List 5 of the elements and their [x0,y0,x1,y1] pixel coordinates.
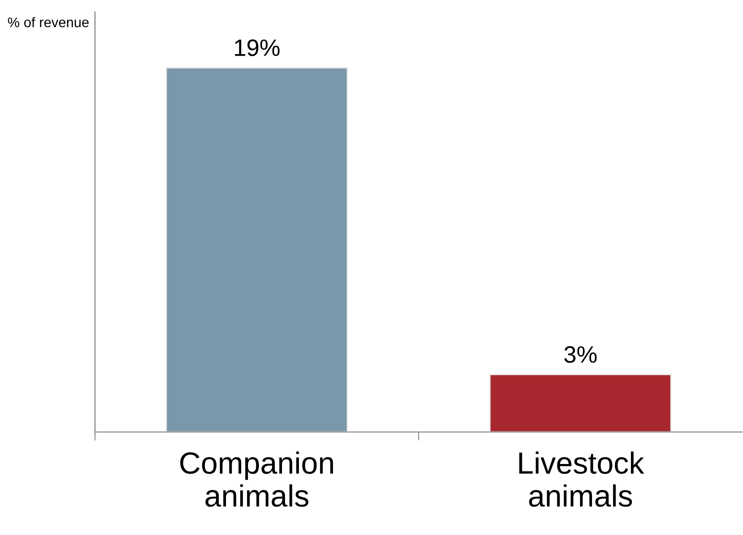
y-axis-title: % of revenue [8,17,89,28]
data-label: 19% [234,39,280,56]
data-label: 3% [564,346,597,363]
x-tick-label: Livestock animals [519,451,644,507]
x-tick-label: Companion animals [180,451,333,507]
